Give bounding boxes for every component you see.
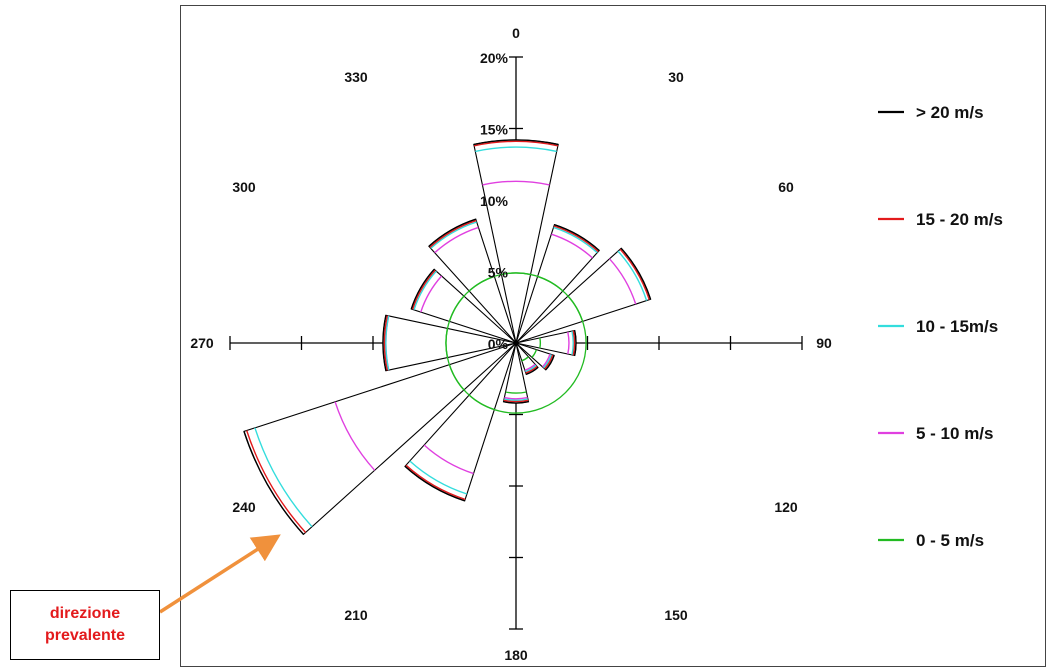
legend-label: 5 - 10 m/s (916, 424, 994, 443)
direction-label-180: 180 (504, 647, 528, 663)
sector-210-band-5-10 (423, 444, 474, 475)
callout-line-1: direzione (49, 605, 121, 622)
sector-330-band-10-15 (430, 221, 477, 249)
sector-90-band-over-20 (574, 330, 577, 356)
sector-30-band-10-15 (553, 226, 598, 254)
sector-0 (473, 139, 559, 344)
sector-210-band-over-20 (404, 465, 465, 502)
sector-60-band-over-20 (620, 247, 652, 300)
sector-0-band-over-20 (473, 139, 559, 146)
direction-label-30: 30 (668, 69, 684, 85)
direction-label-90: 90 (816, 335, 832, 351)
radial-label: 5% (488, 265, 509, 281)
sector-180-band-5-10 (504, 396, 528, 400)
sector-330-band-over-20 (428, 218, 477, 247)
sector-300-band-over-20 (410, 268, 435, 310)
direction-label-330: 330 (344, 69, 368, 85)
sector-60-band-15-20 (619, 248, 650, 300)
sector-330-band-15-20 (429, 219, 477, 248)
sector-180-band-0-5 (505, 391, 527, 394)
direction-label-210: 210 (344, 607, 368, 623)
sector-240-band-5-10 (334, 401, 376, 471)
sector-180-band-10-15 (503, 398, 529, 401)
radial-label: 15% (480, 122, 509, 138)
sector-150-band-5-10 (524, 363, 536, 371)
sector-150-band-over-20 (525, 366, 539, 375)
sector-270-band-15-20 (383, 315, 388, 371)
sector-120-band-over-20 (545, 355, 555, 371)
direction-label-240: 240 (232, 499, 256, 515)
sector-90-band-0-5 (539, 337, 542, 349)
direction-label-300: 300 (232, 179, 256, 195)
sector-120-band-0-5 (531, 349, 538, 358)
sector-90-band-5-10 (567, 331, 570, 355)
legend-label: 10 - 15m/s (916, 317, 998, 336)
sector-60-band-10-15 (617, 250, 648, 301)
sector-240-band-over-20 (243, 431, 305, 535)
sector-0-band-15-20 (473, 140, 559, 147)
sector-0-band-5-10 (482, 180, 550, 186)
sector-180-band-over-20 (503, 401, 529, 404)
sector-210-band-10-15 (409, 460, 468, 495)
legend-label: 15 - 20 m/s (916, 210, 1003, 229)
sector-240-band-15-20 (246, 430, 307, 533)
legend-label: 0 - 5 m/s (916, 531, 984, 550)
sector-330-band-5-10 (434, 226, 479, 254)
sector-30-band-over-20 (554, 224, 600, 252)
sector-150-band-15-20 (525, 365, 538, 374)
chart-frame (180, 5, 1046, 667)
sector-60-band-5-10 (608, 258, 637, 305)
sector-300-band-15-20 (411, 269, 436, 310)
sector-90-band-15-20 (572, 330, 576, 356)
sector-300-band-5-10 (420, 275, 443, 313)
sector-150-band-0-5 (521, 356, 529, 362)
callout-line-2: prevalente (44, 627, 126, 644)
sector-270-band-10-15 (385, 315, 390, 371)
direction-label-150: 150 (664, 607, 688, 623)
direction-label-0: 0 (512, 25, 520, 41)
sector-30-band-15-20 (553, 225, 599, 253)
sector-240-band-10-15 (254, 427, 313, 528)
sector-210-band-15-20 (405, 464, 466, 501)
sector-120-band-15-20 (544, 354, 554, 370)
sector-270-band-over-20 (382, 315, 387, 371)
radial-label: 0% (488, 336, 509, 352)
radial-label: 20% (480, 50, 509, 66)
sector-120-band-10-15 (543, 354, 553, 369)
sector-30-band-5-10 (551, 233, 593, 259)
sector-90-band-10-15 (571, 330, 574, 356)
legend-label: > 20 m/s (916, 103, 984, 122)
sector-300-band-10-15 (413, 270, 437, 311)
sector-0-band-10-15 (475, 146, 557, 153)
callout-box: direzione prevalente (10, 590, 160, 660)
sector-180-band-15-20 (503, 399, 529, 403)
ring-0-5 (445, 272, 587, 414)
radial-label: 10% (480, 193, 509, 209)
direction-label-120: 120 (774, 499, 798, 515)
sector-120-band-5-10 (542, 353, 551, 368)
direction-label-270: 270 (190, 335, 214, 351)
direction-label-60: 60 (778, 179, 794, 195)
sector-150-band-10-15 (525, 364, 537, 373)
